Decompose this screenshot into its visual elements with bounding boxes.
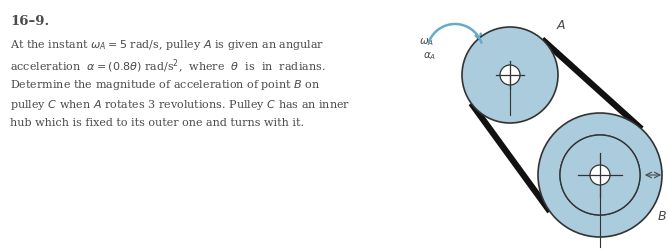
Text: At the instant $\omega_A = 5$ rad/s, pulley $A$ is given an angular: At the instant $\omega_A = 5$ rad/s, pul… <box>10 38 324 52</box>
Text: 50 mm: 50 mm <box>494 91 526 100</box>
Circle shape <box>462 27 558 123</box>
Text: acceleration  $\alpha = (0.8\theta)$ rad/s$^2$,  where  $\theta$  is  in  radian: acceleration $\alpha = (0.8\theta)$ rad/… <box>10 58 325 76</box>
Text: Determine the magnitude of acceleration of point $B$ on: Determine the magnitude of acceleration … <box>10 78 320 92</box>
Text: 16–9.: 16–9. <box>10 15 49 28</box>
Text: $A$: $A$ <box>556 19 566 32</box>
Circle shape <box>538 113 662 237</box>
Text: $B$: $B$ <box>657 210 667 223</box>
Text: $C$: $C$ <box>612 170 623 183</box>
Text: pulley $C$ when $A$ rotates 3 revolutions. Pulley $C$ has an inner: pulley $C$ when $A$ rotates 3 revolution… <box>10 98 350 112</box>
Text: $\omega_A$: $\omega_A$ <box>420 36 435 48</box>
Circle shape <box>560 135 640 215</box>
Circle shape <box>500 65 520 85</box>
Text: $\alpha_A$: $\alpha_A$ <box>424 50 437 62</box>
Circle shape <box>560 135 640 215</box>
Circle shape <box>590 165 610 185</box>
Text: hub which is fixed to its outer one and turns with it.: hub which is fixed to its outer one and … <box>10 118 304 128</box>
